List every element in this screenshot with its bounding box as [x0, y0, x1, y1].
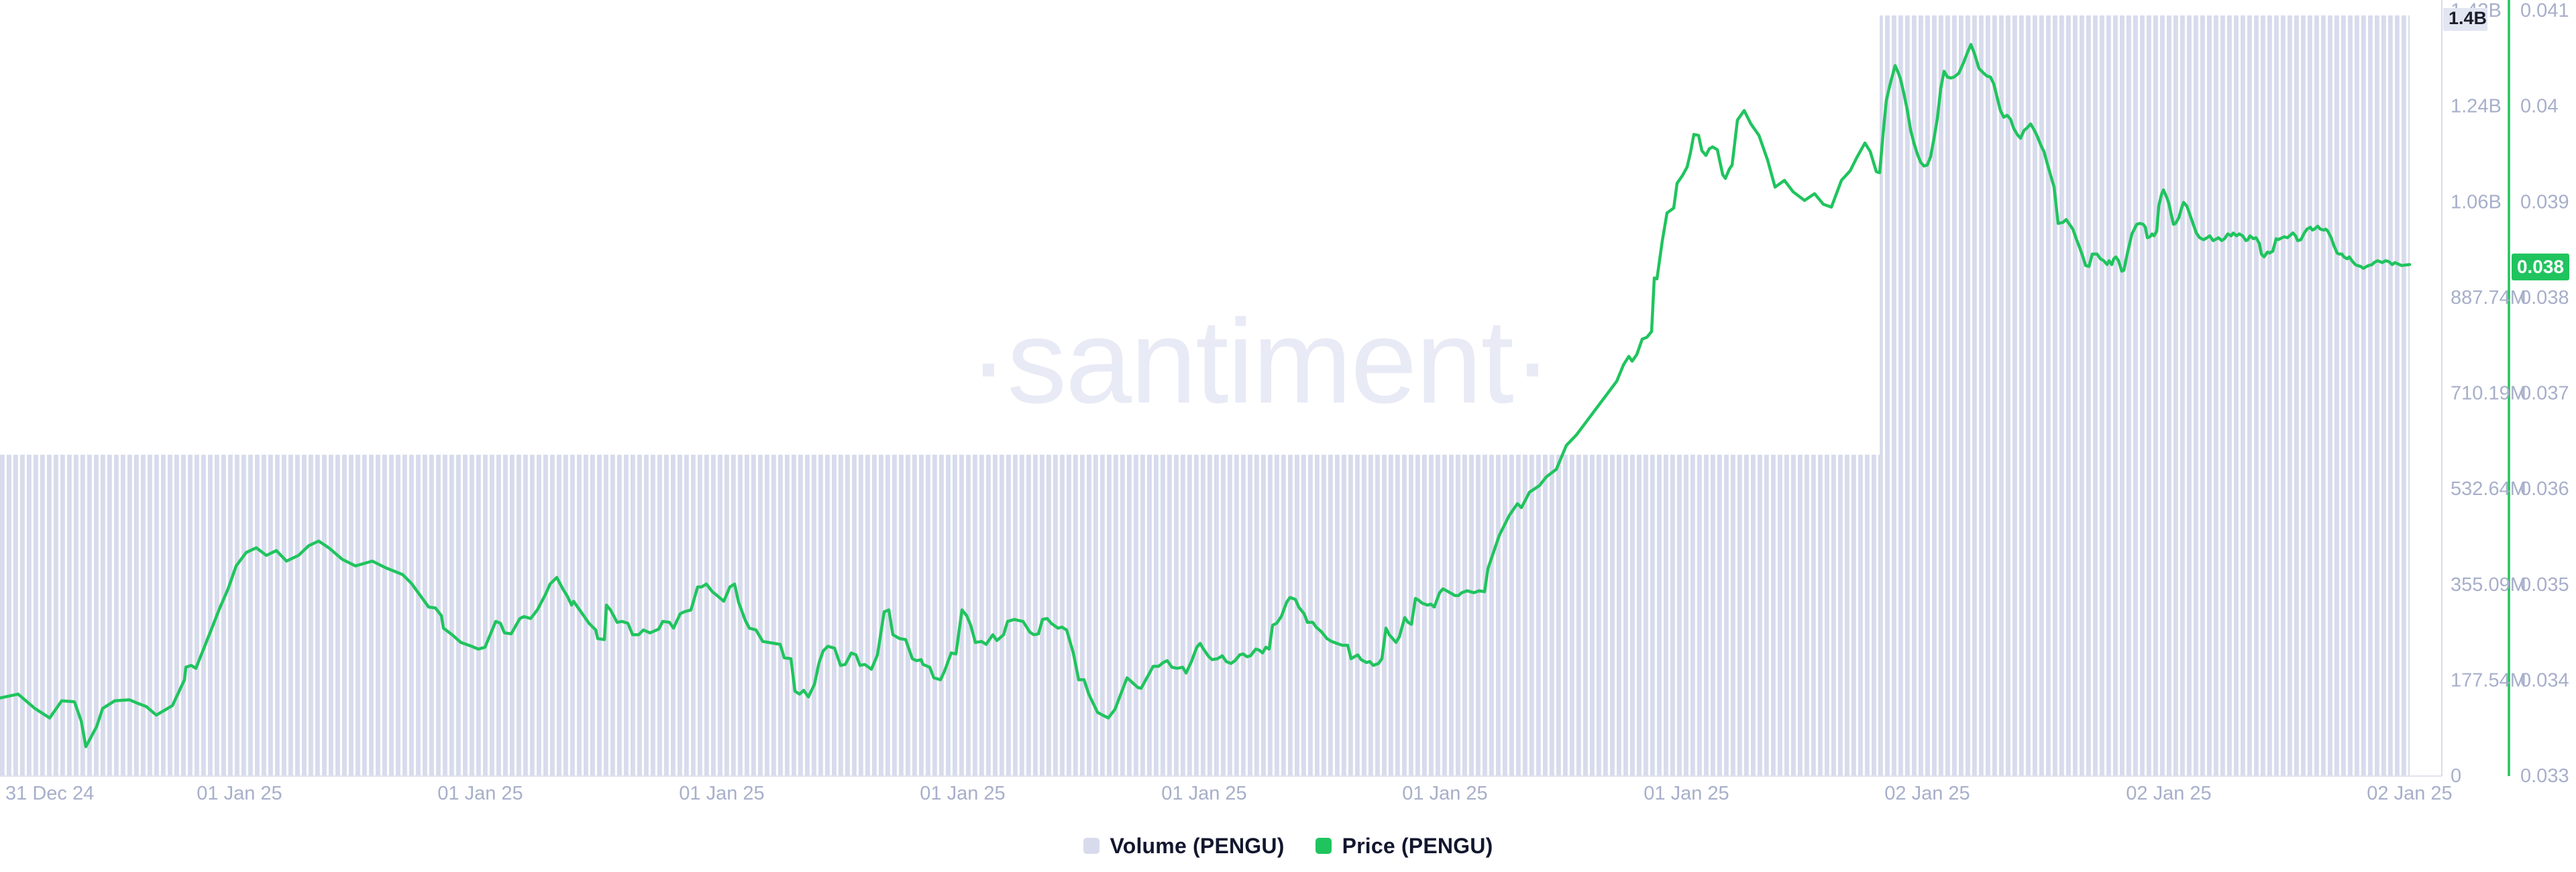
- price-tick-label: 0.034: [2520, 669, 2569, 691]
- volume-current-value: 1.4B: [2449, 8, 2487, 28]
- volume-tick-label: 1.06B: [2451, 191, 2502, 213]
- x-tick-label: 02 Jan 25: [2126, 783, 2211, 804]
- price-current-value-badge: 0.038: [2512, 254, 2569, 280]
- volume-bars-series[interactable]: [0, 15, 2410, 776]
- volume-tick-label: 887.74M: [2451, 287, 2526, 309]
- volume-tick-label: 710.19M: [2451, 383, 2526, 404]
- x-tick-label: 01 Jan 25: [437, 783, 523, 804]
- price-tick-label: 0.033: [2520, 765, 2569, 787]
- chart-legend: Volume (PENGU) Price (PENGU): [0, 829, 2576, 863]
- price-line-series[interactable]: [0, 43, 2412, 749]
- x-tick-label: 02 Jan 25: [1884, 783, 1970, 804]
- price-axis-tick-labels: 0.041 0.04 0.039 0.038 0.037 0.036 0.035 0.034 0…: [2520, 0, 2569, 787]
- x-tick-label: 02 Jan 25: [2367, 783, 2452, 804]
- price-legend-swatch-icon: [1315, 838, 1332, 854]
- price-tick-label: 0.035: [2520, 574, 2569, 596]
- price-legend-label: Price (PENGU): [1342, 833, 1493, 858]
- x-tick-label: 01 Jan 25: [679, 783, 764, 804]
- x-tick-label: 01 Jan 25: [920, 783, 1005, 804]
- x-tick-label: 01 Jan 25: [1161, 783, 1246, 804]
- santiment-watermark: ·santiment·: [969, 294, 1551, 428]
- x-tick-label: 01 Jan 25: [197, 783, 282, 804]
- volume-axis-tick-labels: 1.42B1.24B1.06B887.74M710.19M532.64M355.…: [2451, 0, 2526, 787]
- price-tick-label: 0.036: [2520, 478, 2569, 500]
- x-axis-tick-labels: 31 Dec 24 01 Jan 25 01 Jan 25 01 Jan 25 01 J…: [5, 783, 2453, 804]
- price-tick-label: 0.04: [2520, 96, 2558, 117]
- x-tick-label: 01 Jan 25: [1402, 783, 1487, 804]
- legend-item-price[interactable]: Price (PENGU): [1315, 833, 1493, 859]
- price-tick-label: 0.041: [2520, 0, 2569, 21]
- x-tick-label: 01 Jan 25: [1644, 783, 1729, 804]
- volume-current-value-tooltip: 1.4B: [2443, 8, 2487, 31]
- volume-legend-label: Volume (PENGU): [1110, 833, 1285, 858]
- price-current-value: 0.038: [2517, 256, 2564, 277]
- volume-tick-label: 1.24B: [2451, 96, 2502, 117]
- volume-bar-block-1[interactable]: [1880, 15, 2410, 776]
- volume-tick-label: 355.09M: [2451, 574, 2526, 596]
- price-tick-label: 0.037: [2520, 383, 2569, 404]
- price-tick-label: 0.039: [2520, 191, 2569, 213]
- volume-tick-label: 0: [2451, 765, 2461, 787]
- volume-tick-label: 532.64M: [2451, 478, 2526, 500]
- price-tick-label: 0.038: [2520, 287, 2569, 309]
- volume-bar-block-0[interactable]: [0, 454, 1880, 776]
- x-tick-label: 31 Dec 24: [5, 783, 94, 804]
- legend-item-volume[interactable]: Volume (PENGU): [1083, 834, 1285, 859]
- volume-tick-label: 177.54M: [2451, 669, 2526, 691]
- volume-legend-swatch-icon: [1083, 838, 1099, 854]
